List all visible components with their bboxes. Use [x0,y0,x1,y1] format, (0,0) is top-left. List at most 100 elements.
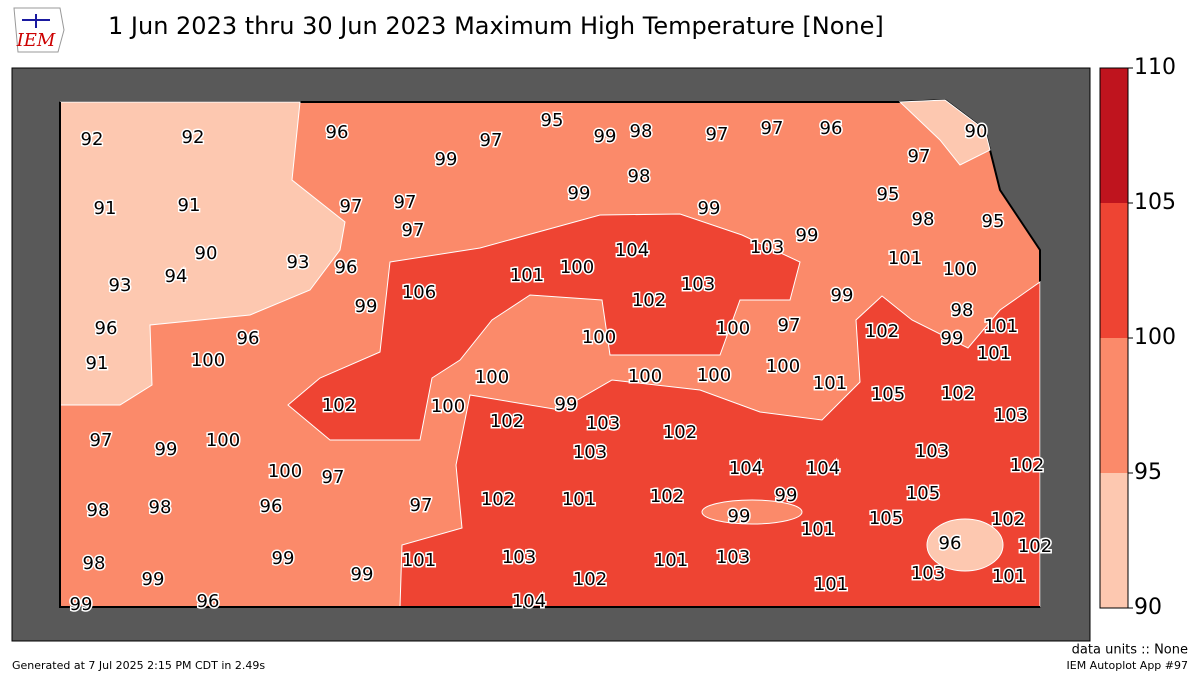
station-value: 96 [237,328,260,349]
station-value: 99 [941,328,964,349]
station-value: 99 [698,198,721,219]
station-value: 99 [775,485,798,506]
station-value: 104 [512,591,546,612]
station-value: 102 [481,489,515,510]
contour-95-100 [701,499,803,525]
logo-icon [22,14,50,28]
station-value: 100 [431,396,465,417]
station-value: 102 [632,290,666,311]
station-value: 100 [206,430,240,451]
colorbar-segment [1100,338,1128,473]
units-note: data units :: None [1072,643,1188,658]
station-value: 99 [594,126,617,147]
station-value: 106 [402,282,436,303]
station-value: 95 [877,184,900,205]
station-value: 97 [778,315,801,336]
station-value: 91 [86,353,109,374]
map [11,67,1091,642]
contour-90-95 [926,518,1004,572]
colorbar-segment [1100,68,1128,203]
contour-100-105 [399,281,1041,608]
station-value: 103 [502,547,536,568]
station-value: 101 [813,373,847,394]
station-value: 101 [402,550,436,571]
generated-note: Generated at 7 Jul 2025 2:15 PM CDT in 2… [12,659,265,672]
station-value: 103 [586,413,620,434]
station-value: 96 [260,496,283,517]
station-value: 99 [155,439,178,460]
station-value: 97 [322,467,345,488]
station-value: 96 [197,591,220,612]
station-value: 101 [992,566,1026,587]
station-value: 103 [716,547,750,568]
station-value: 103 [750,237,784,258]
station-value: 102 [941,383,975,404]
station-value: 91 [94,198,117,219]
state-border [59,102,1040,608]
station-value: 103 [573,442,607,463]
station-value: 98 [912,209,935,230]
station-value: 101 [888,248,922,269]
station-value: 99 [728,506,751,527]
station-value: 92 [182,127,205,148]
colorbar-tick-label: 100 [1134,325,1176,350]
station-value: 102 [865,321,899,342]
colorbar-tick-label: 105 [1134,190,1176,215]
station-value: 102 [650,486,684,507]
station-value: 92 [81,129,104,150]
station-value: 94 [165,266,188,287]
station-labels: 92 92 96 99 97 95 99 98 97 97 96 90 97 98 91 91 97 97 97 99… [68,109,1054,617]
contour-100-105 [287,213,801,441]
station-value: 101 [654,550,688,571]
station-value: 100 [582,327,616,348]
station-value: 98 [87,500,110,521]
station-value: 90 [195,243,218,264]
station-value: 100 [191,350,225,371]
station-value: 101 [510,265,544,286]
station-value: 99 [796,225,819,246]
station-value: 105 [871,384,905,405]
station-value: 100 [716,318,750,339]
station-value: 93 [109,275,132,296]
station-value: 97 [394,192,417,213]
station-value: 91 [178,195,201,216]
station-value: 98 [149,497,172,518]
station-value: 101 [977,343,1011,364]
station-value: 104 [615,240,649,261]
station-value: 95 [982,211,1005,232]
station-value: 95 [541,110,564,131]
station-value: 100 [628,366,662,387]
station-value: 99 [355,296,378,317]
station-value: 99 [435,149,458,170]
station-value: 98 [630,121,653,142]
station-value: 104 [806,458,840,479]
colorbar-tick-label: 110 [1134,55,1176,80]
station-value: 96 [335,257,358,278]
logo: IEM [13,7,65,53]
contour-90-95 [898,99,991,166]
station-value: 102 [490,411,524,432]
station-value: 105 [906,483,940,504]
station-value: 99 [142,569,165,590]
colorbar-tick-label: 90 [1134,595,1162,620]
station-value: 101 [984,316,1018,337]
station-value: 96 [95,318,118,339]
station-value: 98 [628,166,651,187]
station-value: 98 [951,300,974,321]
station-value: 97 [340,196,363,217]
station-value: 103 [911,563,945,584]
station-value: 104 [729,458,763,479]
title: 1 Jun 2023 thru 30 Jun 2023 Maximum High… [108,12,884,40]
station-value: 99 [351,564,374,585]
station-value: 100 [268,461,302,482]
station-value: 100 [943,259,977,280]
station-value: 98 [83,553,106,574]
station-value: 99 [831,285,854,306]
station-value: 97 [410,495,433,516]
colorbar-tick-label: 95 [1134,460,1162,485]
app-note: IEM Autoplot App #97 [1067,659,1189,672]
station-value: 102 [1018,536,1052,557]
station-value: 93 [287,252,310,273]
station-value: 102 [991,509,1025,530]
station-value: 103 [681,274,715,295]
